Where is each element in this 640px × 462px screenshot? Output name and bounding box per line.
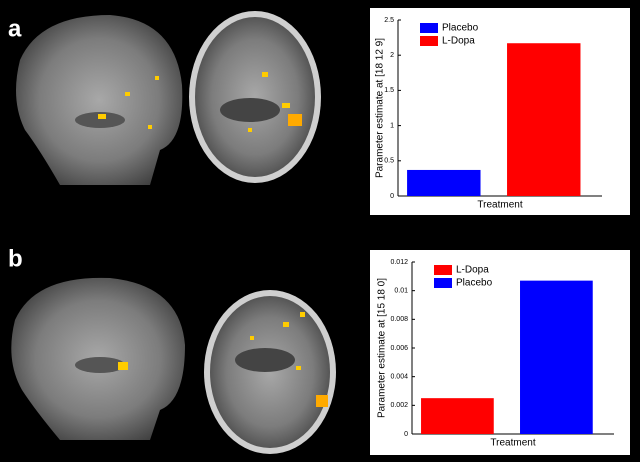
bar [421,398,494,434]
y-tick-label: 1 [390,122,394,129]
bar [520,280,593,434]
y-tick-label: 0.002 [390,402,408,409]
y-tick-label: 0.006 [390,345,408,352]
y-tick-label: 0.004 [390,374,408,381]
y-tick-label: 0.01 [394,288,408,295]
panel-label: a [8,15,22,42]
brain-images-b [11,277,336,454]
bar [507,43,581,197]
panel-label: b [8,245,23,272]
x-axis-label: Treatment [490,438,535,449]
y-tick-label: 2 [390,52,394,59]
legend-label: Placebo [442,23,479,34]
legend-swatch [434,265,452,275]
brain-images-a [16,11,321,185]
y-tick-label: 0 [390,193,394,200]
legend-label: L-Dopa [442,36,475,47]
y-axis-label: Parameter estimate at [18 12 9] [375,38,386,178]
y-tick-label: 0.008 [390,316,408,323]
x-axis-label: Treatment [477,200,522,211]
y-tick-label: 0 [404,431,408,438]
y-axis-label: Parameter estimate at [15 18 0] [377,278,388,418]
legend-swatch [420,36,438,46]
y-tick-label: 0.5 [384,158,394,165]
legend-label: Placebo [456,278,493,289]
legend-swatch [420,23,438,33]
legend-swatch [434,278,452,288]
legend-label: L-Dopa [456,265,489,276]
y-tick-label: 0.012 [390,259,408,266]
bar [407,169,481,196]
y-tick-label: 2.5 [384,17,394,24]
y-tick-label: 1.5 [384,87,394,94]
